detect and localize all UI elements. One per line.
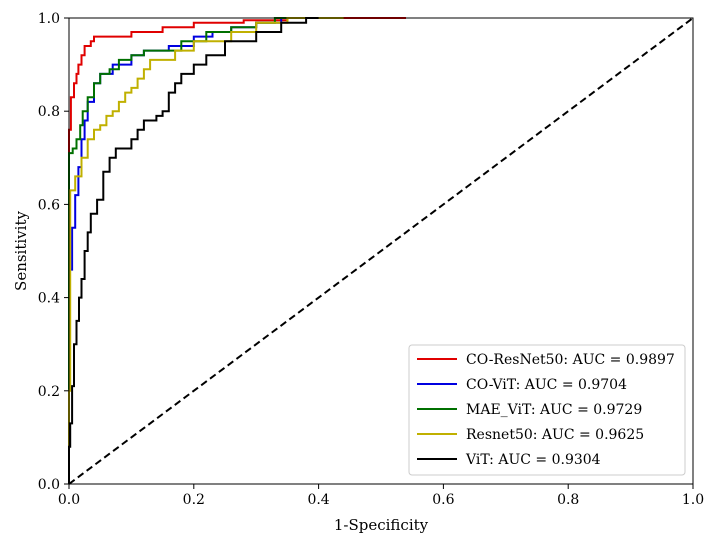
roc-curve-series-3: [68, 17, 319, 484]
y-tick-label: 0.2: [38, 384, 60, 400]
y-axis-title: Sensitivity: [12, 211, 30, 291]
y-tick-label: 0.8: [38, 104, 60, 120]
y-tick-label: 0.4: [38, 291, 60, 307]
y-tick-label: 1.0: [38, 11, 60, 27]
legend-label: MAE_ViT: AUC = 0.9729: [466, 402, 642, 418]
diagonal-reference-line: [68, 17, 694, 485]
x-tick-label: 0.8: [557, 492, 579, 508]
legend-label: ViT: AUC = 0.9304: [465, 452, 601, 468]
x-tick-label: 0.6: [432, 492, 454, 508]
roc-curve-series-2: [68, 17, 319, 484]
legend-label: CO-ViT: AUC = 0.9704: [466, 377, 627, 393]
legend: CO-ResNet50: AUC = 0.9897 CO-ViT: AUC = 0…: [408, 344, 686, 476]
roc-curves: [68, 17, 406, 484]
roc-curve-series-4: [68, 17, 344, 484]
plot-frame: [68, 17, 694, 485]
roc-curve-series-5: [68, 17, 319, 484]
y-tick-label: 0.6: [38, 197, 60, 213]
x-tick-label: 0.4: [307, 492, 329, 508]
roc-curve-series-1: [68, 17, 406, 484]
x-tick-label: 1.0: [682, 492, 704, 508]
x-tick-label: 0.2: [183, 492, 205, 508]
x-axis-title: 1-Specificity: [334, 516, 429, 534]
legend-label: Resnet50: AUC = 0.9625: [466, 427, 644, 443]
y-axis-ticks: 0.0 0.2 0.4 0.6 0.8 1.0: [38, 11, 69, 493]
x-tick-label: 0.0: [58, 492, 80, 508]
legend-box: [408, 344, 686, 476]
y-tick-label: 0.0: [38, 477, 60, 493]
x-axis-ticks: 0.0 0.2 0.4 0.6 0.8 1.0: [58, 484, 704, 508]
legend-label: CO-ResNet50: AUC = 0.9897: [466, 352, 675, 368]
